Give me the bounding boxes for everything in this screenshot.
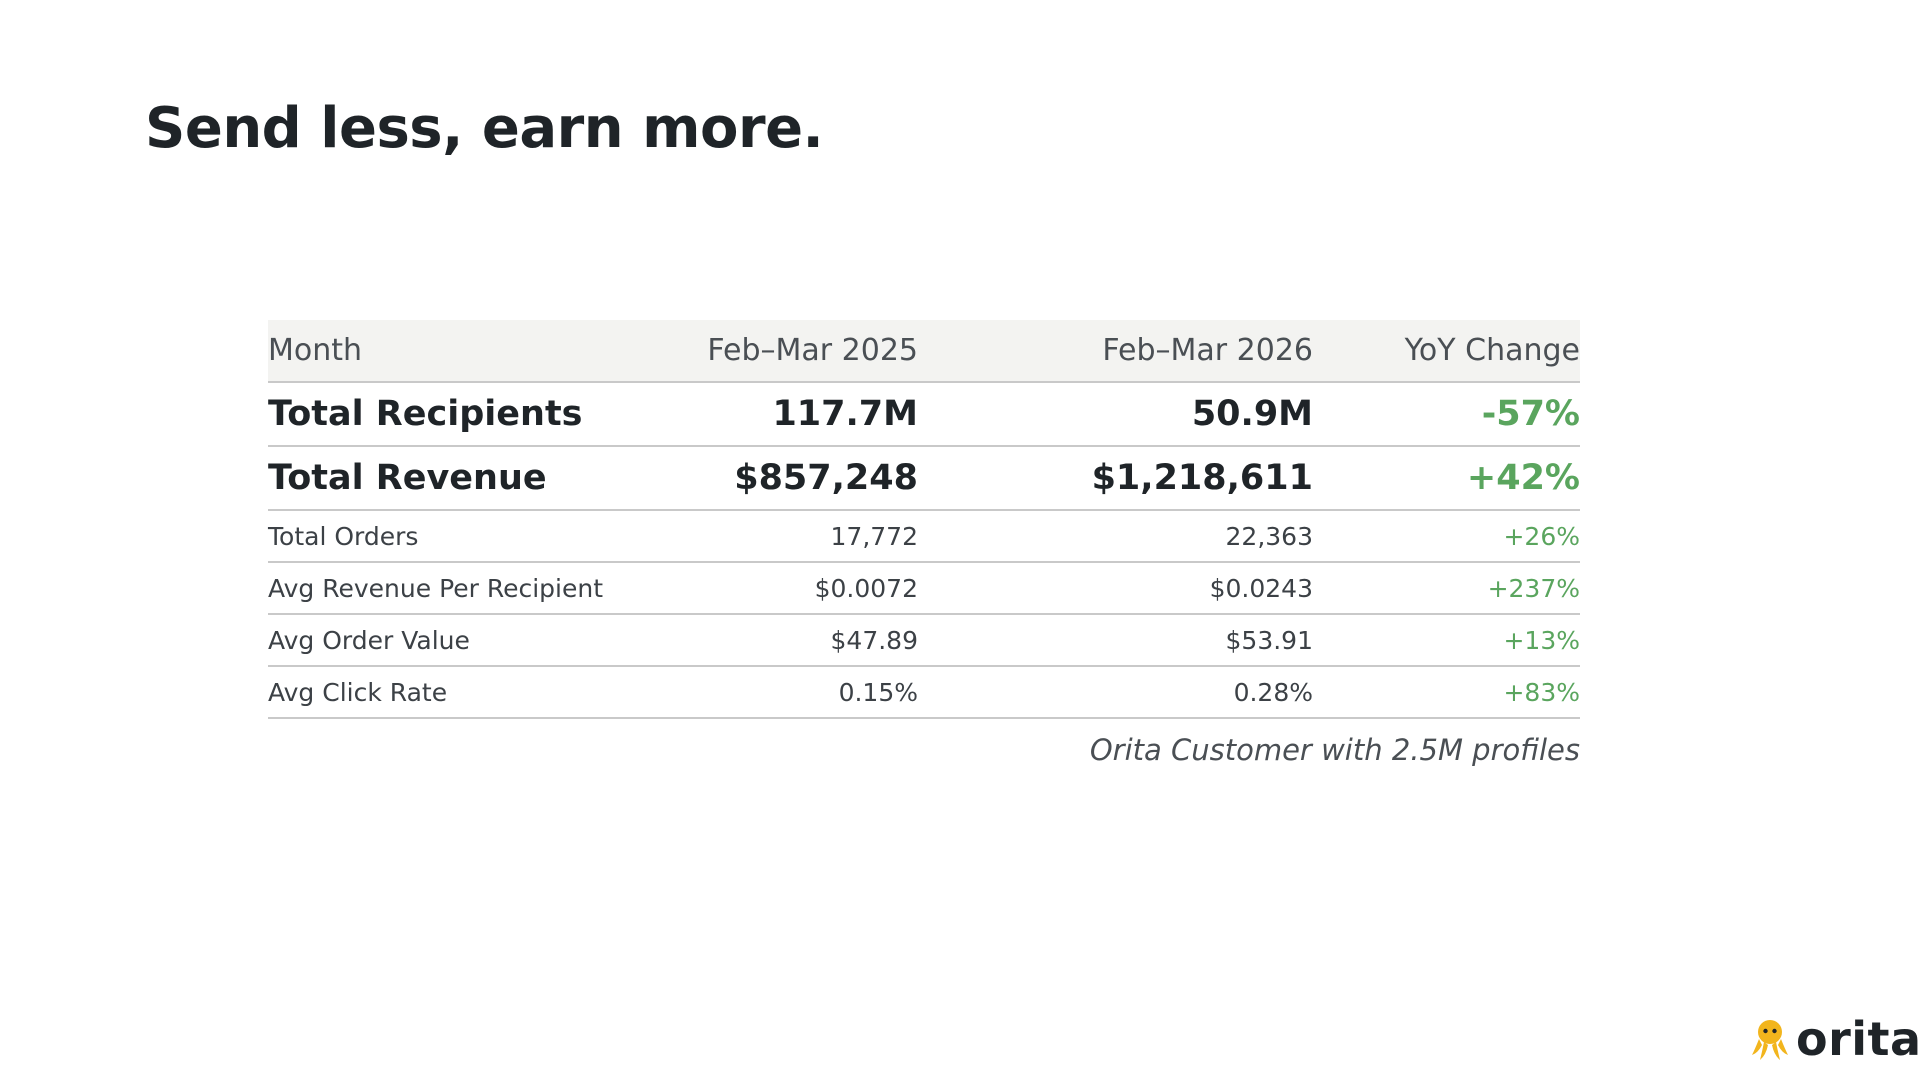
table-row-total-revenue: Total Revenue $857,248 $1,218,611 +42%	[268, 447, 1580, 511]
comparison-table: Month Feb–Mar 2025 Feb–Mar 2026 YoY Chan…	[268, 320, 1580, 767]
column-header-month: Month	[268, 333, 363, 368]
row-label: Avg Order Value	[268, 625, 470, 655]
table-row-avg-revenue-per-recipient: Avg Revenue Per Recipient $0.0072 $0.024…	[268, 563, 1580, 615]
value-2026: $0.0243	[1209, 573, 1313, 603]
yoy-change: +26%	[1503, 521, 1580, 551]
table-header-row: Month Feb–Mar 2025 Feb–Mar 2026 YoY Chan…	[268, 320, 1580, 383]
value-2025: 0.15%	[838, 677, 918, 707]
value-2025: $47.89	[830, 625, 918, 655]
slide-title: Send less, earn more.	[145, 96, 824, 161]
yoy-change: +237%	[1487, 573, 1580, 603]
row-label: Avg Click Rate	[268, 677, 448, 707]
row-label: Total Revenue	[268, 458, 547, 498]
value-2026: $53.91	[1225, 625, 1313, 655]
column-header-yoy: YoY Change	[1404, 333, 1580, 368]
row-label: Total Recipients	[268, 394, 583, 434]
table-row-avg-order-value: Avg Order Value $47.89 $53.91 +13%	[268, 615, 1580, 667]
column-header-2026: Feb–Mar 2026	[1102, 333, 1313, 368]
octopus-icon	[1752, 1020, 1788, 1060]
value-2026: $1,218,611	[1091, 458, 1313, 498]
yoy-change: +13%	[1503, 625, 1580, 655]
yoy-change: -57%	[1481, 394, 1580, 434]
value-2026: 0.28%	[1233, 677, 1313, 707]
value-2025: $857,248	[734, 458, 918, 498]
table-row-total-recipients: Total Recipients 117.7M 50.9M -57%	[268, 383, 1580, 447]
logo-wordmark: orita	[1796, 1012, 1920, 1066]
yoy-change: +83%	[1503, 677, 1580, 707]
yoy-change: +42%	[1466, 458, 1580, 498]
orita-logo: orita	[1750, 1016, 1920, 1062]
row-label: Total Orders	[268, 521, 419, 551]
table-row-avg-click-rate: Avg Click Rate 0.15% 0.28% +83%	[268, 667, 1580, 719]
row-label: Avg Revenue Per Recipient	[268, 573, 604, 603]
value-2026: 22,363	[1225, 521, 1313, 551]
column-header-2025: Feb–Mar 2025	[707, 333, 918, 368]
value-2026: 50.9M	[1191, 394, 1313, 434]
value-2025: 117.7M	[772, 394, 918, 434]
value-2025: $0.0072	[814, 573, 918, 603]
table-footnote: Orita Customer with 2.5M profiles	[1089, 733, 1580, 767]
table-row-total-orders: Total Orders 17,772 22,363 +26%	[268, 511, 1580, 563]
value-2025: 17,772	[830, 521, 918, 551]
